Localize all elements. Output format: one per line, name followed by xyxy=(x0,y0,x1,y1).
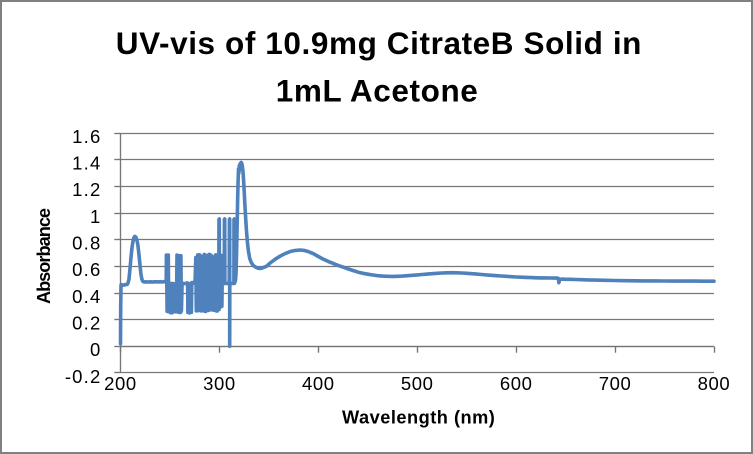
svg-text:Wavelength (nm): Wavelength (nm) xyxy=(342,408,495,428)
svg-text:0.4: 0.4 xyxy=(72,286,101,307)
svg-text:300: 300 xyxy=(203,373,236,394)
svg-text:700: 700 xyxy=(599,373,632,394)
svg-text:Absorbance: Absorbance xyxy=(34,208,54,304)
svg-text:600: 600 xyxy=(500,373,533,394)
svg-text:200: 200 xyxy=(104,373,137,394)
svg-text:800: 800 xyxy=(698,373,731,394)
svg-text:0.2: 0.2 xyxy=(72,312,101,333)
svg-text:0: 0 xyxy=(90,339,102,360)
svg-text:1.4: 1.4 xyxy=(72,153,101,174)
svg-text:400: 400 xyxy=(302,373,335,394)
svg-text:-0.2: -0.2 xyxy=(65,366,102,387)
svg-text:1.6: 1.6 xyxy=(72,126,101,147)
svg-text:1.2: 1.2 xyxy=(72,179,101,200)
svg-text:UV-vis of 10.9mg CitrateB Soli: UV-vis of 10.9mg CitrateB Solid in xyxy=(116,25,642,61)
svg-text:0.6: 0.6 xyxy=(72,259,101,280)
svg-text:0.8: 0.8 xyxy=(72,232,101,253)
svg-text:1: 1 xyxy=(90,206,102,227)
svg-text:1mL Acetone: 1mL Acetone xyxy=(276,72,479,108)
svg-text:500: 500 xyxy=(401,373,434,394)
